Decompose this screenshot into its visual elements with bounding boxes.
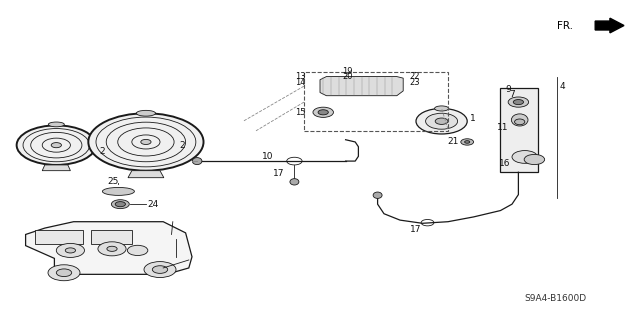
Circle shape: [65, 248, 76, 253]
Polygon shape: [42, 165, 70, 171]
Circle shape: [111, 200, 129, 209]
Circle shape: [435, 118, 448, 124]
Text: 16: 16: [499, 159, 511, 168]
Circle shape: [51, 143, 61, 148]
Circle shape: [56, 269, 72, 277]
Text: 2: 2: [179, 141, 185, 150]
Text: 22: 22: [410, 72, 420, 81]
Text: 9: 9: [506, 85, 511, 94]
Ellipse shape: [373, 192, 382, 198]
Polygon shape: [128, 171, 164, 178]
Bar: [35, 230, 83, 244]
Ellipse shape: [49, 122, 64, 127]
Circle shape: [127, 245, 148, 256]
Text: 25: 25: [108, 177, 119, 186]
Text: 21: 21: [447, 137, 458, 146]
Circle shape: [17, 125, 96, 165]
Text: 17: 17: [273, 169, 285, 178]
Circle shape: [56, 243, 84, 257]
Circle shape: [144, 262, 176, 278]
Bar: [500, 88, 538, 172]
Circle shape: [115, 202, 125, 207]
Text: 23: 23: [410, 78, 420, 87]
Text: 10: 10: [262, 152, 273, 161]
Circle shape: [513, 100, 524, 105]
Ellipse shape: [192, 158, 202, 165]
Bar: [304, 72, 448, 131]
Text: 7: 7: [509, 90, 515, 99]
Text: S9A4-B1600D: S9A4-B1600D: [525, 294, 587, 303]
Text: 17: 17: [410, 225, 422, 234]
Ellipse shape: [102, 188, 134, 195]
Text: 15: 15: [295, 108, 305, 117]
Circle shape: [508, 97, 529, 107]
Circle shape: [98, 242, 126, 256]
Circle shape: [48, 265, 80, 281]
Circle shape: [461, 139, 474, 145]
Text: 4: 4: [559, 82, 565, 91]
Ellipse shape: [511, 114, 528, 126]
Circle shape: [107, 246, 117, 251]
Ellipse shape: [136, 110, 156, 116]
Ellipse shape: [435, 106, 449, 111]
Circle shape: [416, 108, 467, 134]
Circle shape: [465, 141, 470, 143]
Text: 24: 24: [147, 200, 159, 209]
Text: 13: 13: [294, 72, 305, 81]
Circle shape: [524, 154, 545, 165]
Circle shape: [313, 107, 333, 117]
Text: FR.: FR.: [557, 20, 573, 31]
Text: 1: 1: [470, 114, 476, 122]
Bar: [91, 230, 132, 244]
Text: 20: 20: [342, 72, 353, 81]
Circle shape: [141, 139, 151, 145]
Ellipse shape: [290, 179, 299, 185]
Polygon shape: [26, 222, 192, 274]
FancyArrow shape: [595, 18, 624, 33]
Circle shape: [512, 151, 538, 163]
Circle shape: [88, 113, 204, 171]
Ellipse shape: [515, 119, 525, 125]
Circle shape: [318, 110, 328, 115]
Text: 2: 2: [100, 147, 106, 156]
Circle shape: [426, 113, 458, 129]
Text: 14: 14: [295, 78, 305, 87]
Text: 11: 11: [497, 123, 508, 132]
Circle shape: [152, 266, 168, 273]
Polygon shape: [320, 77, 403, 96]
Text: 19: 19: [342, 67, 353, 76]
